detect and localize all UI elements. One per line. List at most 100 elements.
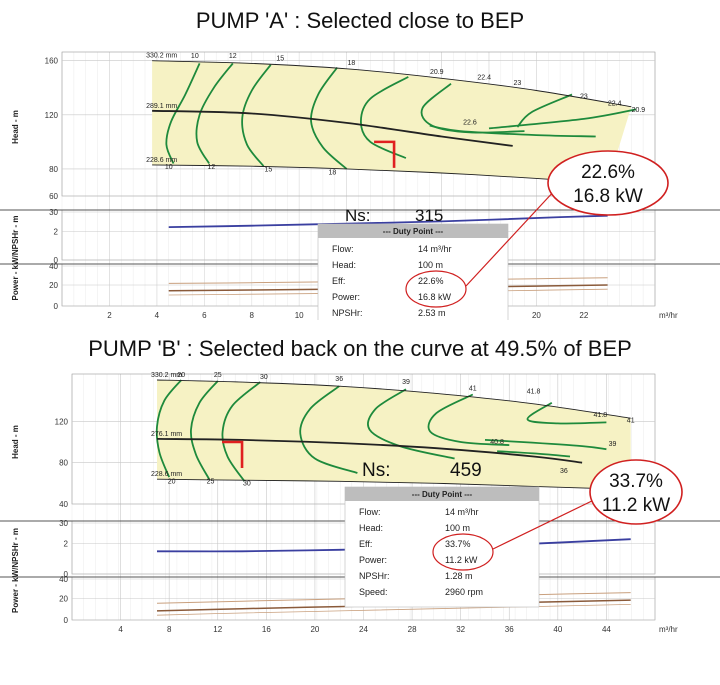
efficiency-label: 40.8 xyxy=(490,439,504,446)
npsh-y-tick-label: 0 xyxy=(64,570,69,579)
efficiency-contour xyxy=(359,76,409,159)
x-tick-label: 8 xyxy=(250,311,255,320)
efficiency-label: 20.9 xyxy=(430,69,444,76)
power-y-tick-label: 0 xyxy=(54,302,59,311)
duty-row-label: NPSHr: xyxy=(332,308,363,318)
efficiency-label: 36 xyxy=(335,376,343,383)
impeller-curve xyxy=(156,478,631,490)
x-tick-label: 2 xyxy=(107,311,112,320)
efficiency-label: 23 xyxy=(580,94,588,101)
efficiency-label: 15 xyxy=(276,56,284,63)
efficiency-label: 18 xyxy=(329,169,337,176)
duty-row-label: Power: xyxy=(359,555,387,565)
efficiency-label: 20.9 xyxy=(632,107,646,114)
efficiency-label: 39 xyxy=(609,441,617,448)
x-tick-label: 40 xyxy=(553,625,562,634)
duty-row-value: 14 m³/hr xyxy=(445,507,479,517)
efficiency-contour xyxy=(155,379,182,478)
npsh-curve xyxy=(168,214,608,228)
x-tick-label: 4 xyxy=(155,311,160,320)
efficiency-contour xyxy=(241,64,272,167)
efficiency-contour xyxy=(488,108,637,130)
impeller-diameter-label: 289.1 mm xyxy=(146,103,177,110)
pump-a-title: PUMP 'A' : Selected close to BEP xyxy=(195,8,525,33)
duty-row-label: Power: xyxy=(332,292,360,302)
duty-row-value: 1.28 m xyxy=(445,571,473,581)
x-tick-label: 10 xyxy=(295,311,304,320)
ns-label: Ns: xyxy=(362,460,391,481)
callout-efficiency: 22.6% xyxy=(581,162,635,183)
efficiency-contour xyxy=(195,62,234,164)
duty-row-value: 16.8 kW xyxy=(418,292,452,302)
efficiency-label: 12 xyxy=(208,164,216,171)
pump-b-chart: 4 8 12 16 20 24 28 32 36 40 44 m³/hr 40 80 120 0 2 30 0 20 4… xyxy=(0,372,720,634)
duty-row-label: Head: xyxy=(359,523,383,533)
ns-label: Ns: xyxy=(345,206,371,225)
efficiency-contour xyxy=(526,401,607,425)
impeller-curve xyxy=(152,60,632,108)
head-y-tick-label: 60 xyxy=(49,192,58,201)
efficiency-contour xyxy=(516,93,573,128)
efficiency-label: 30 xyxy=(243,480,251,487)
eff-power-highlight xyxy=(405,270,467,308)
efficiency-label: 20 xyxy=(177,372,185,379)
callout-ellipse xyxy=(589,459,683,525)
x-tick-label: 12 xyxy=(213,625,222,634)
operating-envelope xyxy=(152,60,632,184)
callout-connector xyxy=(465,188,557,287)
duty-row-label: Eff: xyxy=(359,539,372,549)
power-y-tick-label: 20 xyxy=(59,595,68,604)
x-tick-label: 8 xyxy=(167,625,172,634)
npsh-y-tick-label: 0 xyxy=(54,256,59,265)
duty-row-value: 14 m³/hr xyxy=(418,244,452,254)
duty-row-label: Speed: xyxy=(359,587,388,597)
duty-point-header-bar xyxy=(345,487,539,501)
efficiency-contour xyxy=(165,63,201,164)
head-y-tick-label: 120 xyxy=(45,111,59,120)
efficiency-contour xyxy=(429,124,596,138)
impeller-diameter-label: 228.6 mm xyxy=(146,157,177,164)
impeller-curve xyxy=(156,438,583,464)
efficiency-contour xyxy=(190,380,219,480)
efficiency-label: 12 xyxy=(229,53,237,60)
efficiency-label: 20 xyxy=(168,478,176,485)
efficiency-contour xyxy=(221,381,261,482)
duty-row-value: 11.2 kW xyxy=(445,555,478,565)
efficiency-label: 25 xyxy=(214,372,222,379)
callout-connector xyxy=(492,497,599,550)
duty-row-value: 2960 rpm xyxy=(445,587,483,597)
eff-power-highlight xyxy=(432,533,494,571)
duty-row-label: Flow: xyxy=(332,244,354,254)
callout-efficiency: 33.7% xyxy=(609,471,663,492)
efficiency-contour xyxy=(497,450,571,458)
npsh-y-tick-label: 30 xyxy=(59,519,68,528)
x-unit-label: m³/hr xyxy=(659,311,678,320)
duty-row-value: 100 m xyxy=(445,523,470,533)
npsh-y-tick-label: 2 xyxy=(54,227,59,236)
x-tick-label: 22 xyxy=(579,311,588,320)
x-tick-label: 32 xyxy=(456,625,465,634)
duty-row-label: Flow: xyxy=(359,507,381,517)
efficiency-label: 25 xyxy=(207,478,215,485)
duty-point-box xyxy=(344,486,540,608)
pump-a-chart: 246810121416182022m³/hr60801201600230020… xyxy=(0,51,720,320)
duty-point-header: --- Duty Point --- xyxy=(412,490,473,499)
efficiency-label: 22.6 xyxy=(463,119,477,126)
duty-point-header: --- Duty Point --- xyxy=(383,227,444,236)
duty-row-label: NPSHr: xyxy=(359,571,390,581)
duty-row-label: Eff: xyxy=(332,276,345,286)
duty-row-value: 2.53 m xyxy=(418,308,446,318)
efficiency-label: 39 xyxy=(402,379,410,386)
x-unit-label: m³/hr xyxy=(659,625,678,634)
efficiency-label: 10 xyxy=(165,164,173,171)
ns-value: 459 xyxy=(450,460,482,481)
x-tick-label: 20 xyxy=(310,625,319,634)
head-y-tick-label: 120 xyxy=(55,417,69,426)
ns-value: 315 xyxy=(415,206,443,225)
head-y-tick-label: 80 xyxy=(49,165,58,174)
efficiency-contour xyxy=(367,388,455,460)
efficiency-contour xyxy=(299,385,358,474)
efficiency-label: 18 xyxy=(347,60,355,67)
efficiency-label: 36 xyxy=(560,468,568,475)
efficiency-label: 22.4 xyxy=(477,75,491,82)
